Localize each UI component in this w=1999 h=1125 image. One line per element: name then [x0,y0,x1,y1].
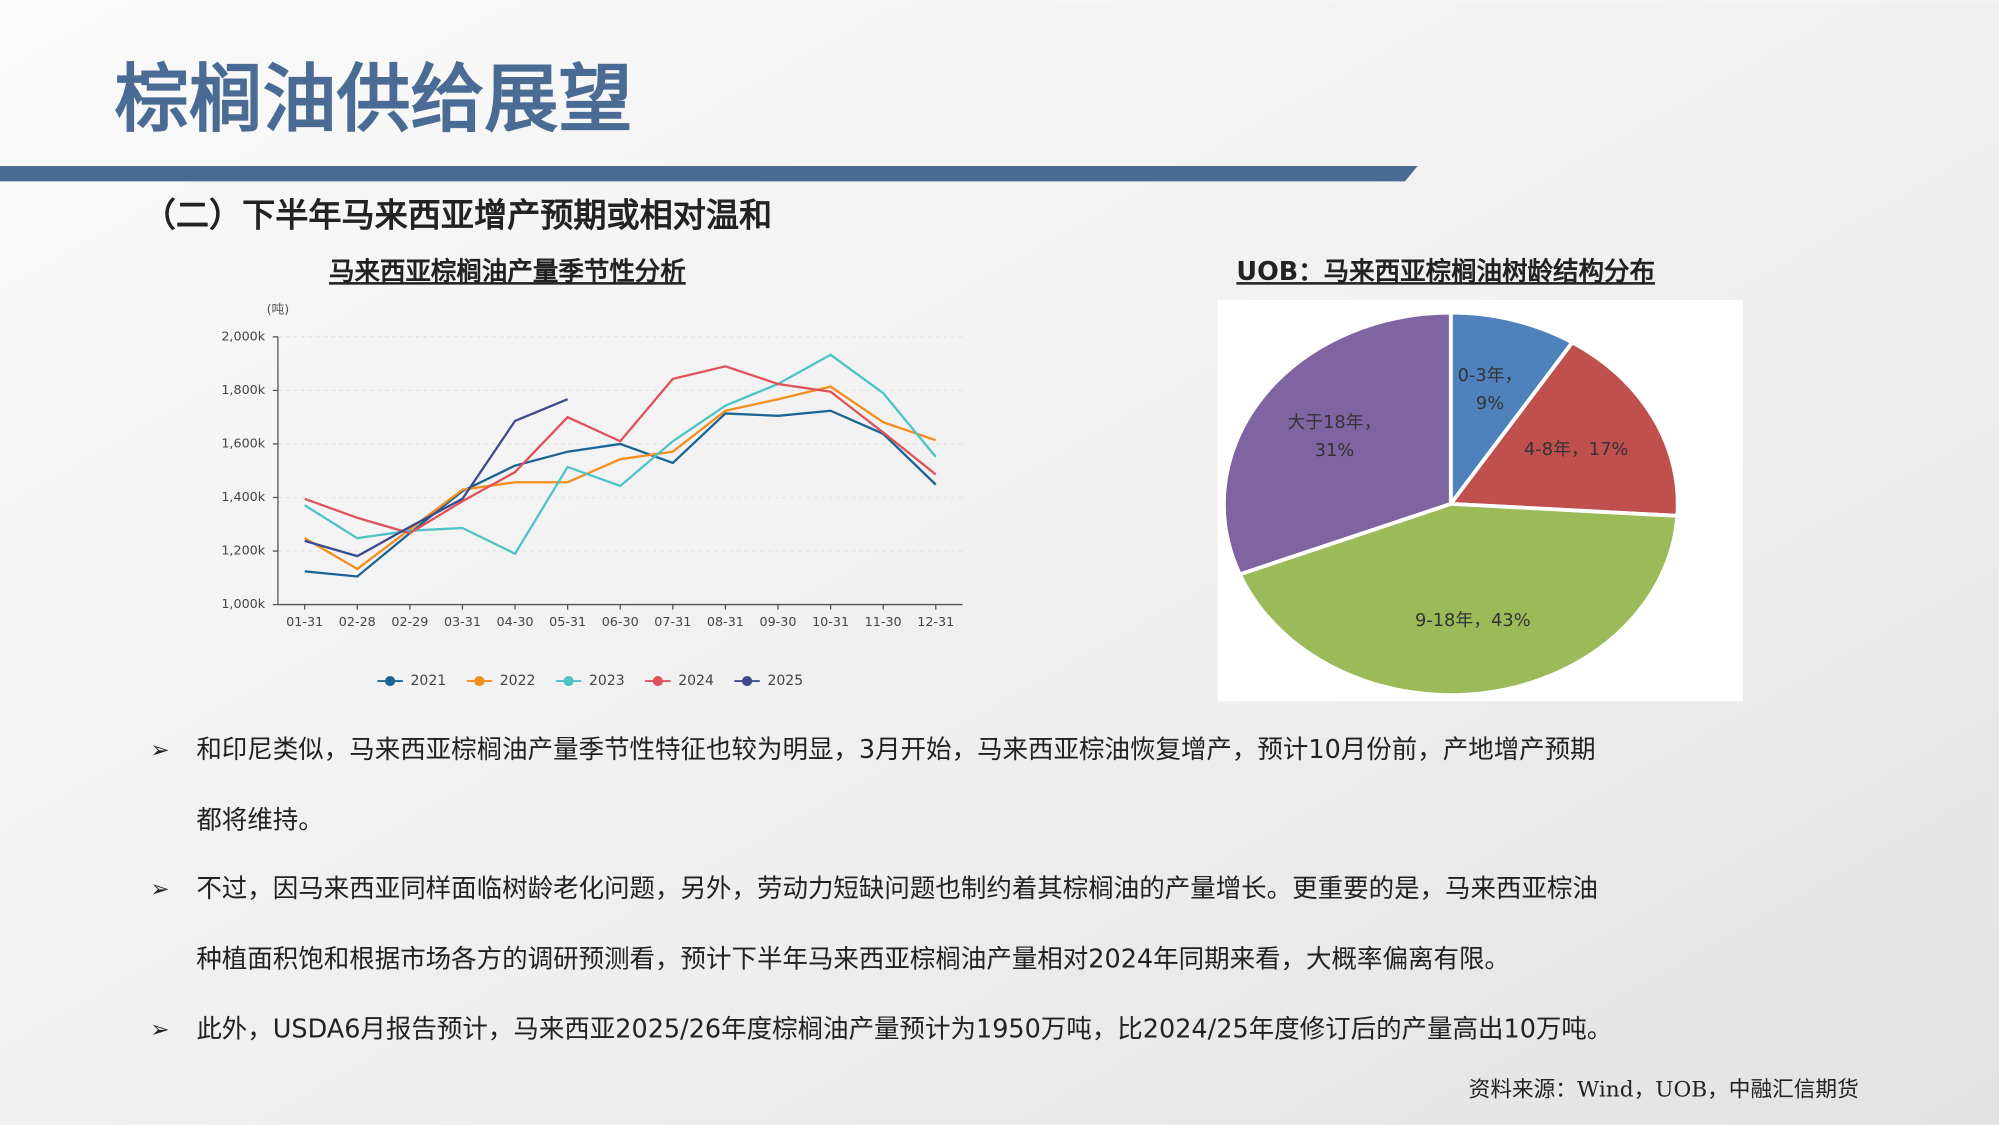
series-line [304,365,937,535]
x-tick-label: 01-31 [286,615,323,630]
series-line [304,353,937,556]
header-bar [0,166,1418,182]
legend-marker [652,675,663,687]
y-unit: (吨) [267,303,290,318]
legend-marker [741,675,753,687]
x-tick-label: 02-28 [339,615,376,630]
pie-slice [1447,339,1680,518]
legend-label: 2021 [411,673,447,689]
slice-label: 大于18年， [1287,412,1381,433]
x-tick-label: 03-31 [444,615,481,630]
legend-label: 2025 [767,673,803,689]
bullet-text: 和印尼类似，马来西亚棕榈油产量季节性特征也较为明显，3月开始，马来西亚棕油恢复增… [196,735,1595,765]
legend-label: 2022 [500,673,536,689]
legend-label: 2023 [589,673,625,689]
bullet-marker: ➢ [150,1017,169,1043]
slice-label: 9-18年，43% [1415,610,1531,631]
x-tick-label: 02-29 [391,615,428,630]
x-tick-label: 08-31 [707,615,744,630]
bullet-marker: ➢ [150,738,169,764]
header-title: 棕榈油供给展望 [115,56,633,142]
x-tick-label: 11-30 [865,615,902,630]
x-tick-label: 09-30 [759,615,796,630]
chart-title: 马来西亚棕榈油产量季节性分析 [329,257,686,287]
legend-label: 2024 [678,673,714,689]
chart-title: UOB：马来西亚棕榈油树龄结构分布 [1236,257,1655,287]
legend-marker [385,675,396,687]
bullet-text: 都将维持。 [196,805,323,835]
slice-label: 31% [1315,440,1355,461]
y-tick-label: 1,600k [221,436,265,451]
x-tick-label: 12-31 [917,615,954,630]
subtitle: （二）下半年马来西亚增产预期或相对温和 [143,196,772,235]
x-tick-label: 07-31 [654,615,691,630]
y-tick-label: 1,400k [221,490,265,505]
y-tick-label: 1,200k [221,544,265,559]
y-tick-label: 2,000k [221,329,265,344]
x-tick-label: 04-30 [497,615,534,630]
y-tick-label: 1,000k [221,597,265,612]
source: 资料来源：Wind，UOB，中融汇信期货 [1469,1077,1859,1102]
x-tick-label: 10-31 [812,615,849,630]
legend-marker [563,675,574,687]
slice-label: 4-8年，17% [1524,439,1628,460]
bullet-text: 不过，因马来西亚同样面临树龄老化问题，另外，劳动力短缺问题也制约着其棕榈油的产量… [196,874,1598,904]
slice-label: 9% [1476,393,1504,414]
slice-label: 0-3年， [1458,365,1523,386]
pie-slice [1221,310,1453,577]
bullet-text: 种植面积饱和根据市场各方的调研预测看，预计下半年马来西亚棕榈油产量相对2024年… [196,944,1510,974]
series-line [304,398,569,558]
y-tick-label: 1,800k [221,383,265,398]
pie-slice [1237,501,1680,697]
series-line [304,385,937,571]
bullet-text: 此外，USDA6月报告预计，马来西亚2025/26年度棕榈油产量预计为1950万… [196,1014,1612,1044]
x-tick-label: 06-30 [602,615,639,630]
x-tick-label: 05-31 [549,615,586,630]
bullet-marker: ➢ [150,877,169,903]
pie-slice [1448,310,1576,510]
legend-marker [474,675,485,687]
